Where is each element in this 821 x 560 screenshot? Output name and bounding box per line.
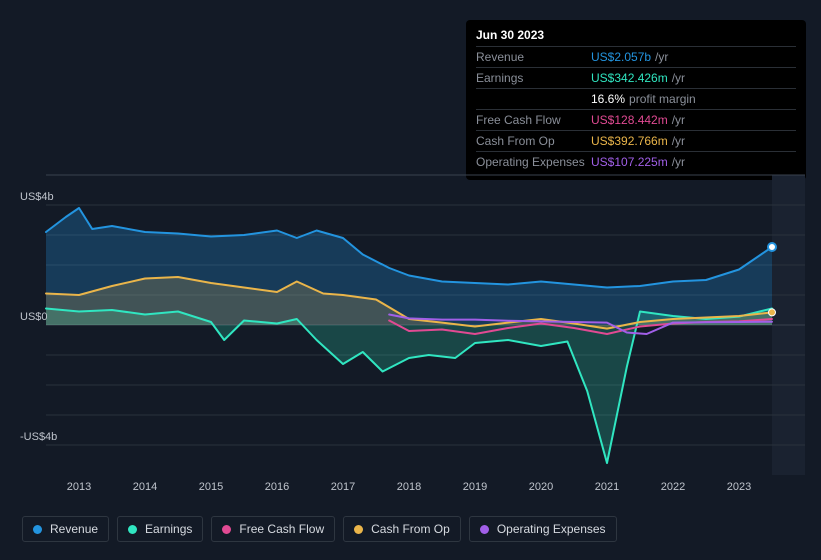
chart-svg [16,155,805,495]
tooltip-value: US$128.442m [591,113,668,127]
tooltip-value: US$342.426m [591,71,668,85]
tooltip-label: Revenue [476,50,591,64]
tooltip-date: Jun 30 2023 [476,28,796,46]
legend-swatch-icon [128,525,137,534]
tooltip-value: US$2.057b [591,50,651,64]
legend-item[interactable]: Operating Expenses [469,516,617,542]
legend-item[interactable]: Earnings [117,516,203,542]
tooltip-unit: /yr [672,134,685,148]
tooltip-row: 16.6% profit margin [476,88,796,109]
legend-label: Operating Expenses [497,522,606,536]
y-axis-label: US$0 [20,311,48,323]
tooltip-label: Cash From Op [476,134,591,148]
x-axis-label: 2018 [397,481,421,493]
tooltip-value: US$392.766m [591,134,668,148]
y-axis-label: US$4b [20,191,54,203]
tooltip-row: Free Cash FlowUS$128.442m/yr [476,109,796,130]
chart-area[interactable]: US$4b US$0 -US$4b 2013 2014 2015 2016 2017 2018 2… [16,155,805,495]
legend-item[interactable]: Free Cash Flow [211,516,335,542]
legend-item[interactable]: Cash From Op [343,516,461,542]
tooltip-label: Free Cash Flow [476,113,591,127]
legend-swatch-icon [33,525,42,534]
legend-swatch-icon [222,525,231,534]
tooltip-label: Earnings [476,71,591,85]
tooltip-label [476,92,591,106]
legend-label: Revenue [50,522,98,536]
legend-item[interactable]: Revenue [22,516,109,542]
tooltip-row: EarningsUS$342.426m/yr [476,67,796,88]
x-axis-label: 2019 [463,481,487,493]
tooltip-unit: /yr [672,71,685,85]
x-axis-label: 2017 [331,481,355,493]
tooltip-unit: /yr [655,50,668,64]
x-axis-label: 2016 [265,481,289,493]
tooltip-unit: /yr [672,113,685,127]
x-axis-label: 2015 [199,481,223,493]
y-axis-label: -US$4b [20,431,57,443]
x-axis-label: 2013 [67,481,91,493]
x-axis-label: 2022 [661,481,685,493]
x-axis-label: 2014 [133,481,157,493]
tooltip-unit: profit margin [629,92,696,106]
tooltip-value: 16.6% [591,92,625,106]
legend: Revenue Earnings Free Cash Flow Cash From O… [22,516,617,542]
x-axis-label: 2023 [727,481,751,493]
tooltip-row: RevenueUS$2.057b/yr [476,46,796,67]
legend-swatch-icon [354,525,363,534]
legend-label: Cash From Op [371,522,450,536]
x-axis-label: 2020 [529,481,553,493]
legend-swatch-icon [480,525,489,534]
tooltip-row: Cash From OpUS$392.766m/yr [476,130,796,151]
x-axis-label: 2021 [595,481,619,493]
legend-label: Free Cash Flow [239,522,324,536]
legend-label: Earnings [145,522,192,536]
